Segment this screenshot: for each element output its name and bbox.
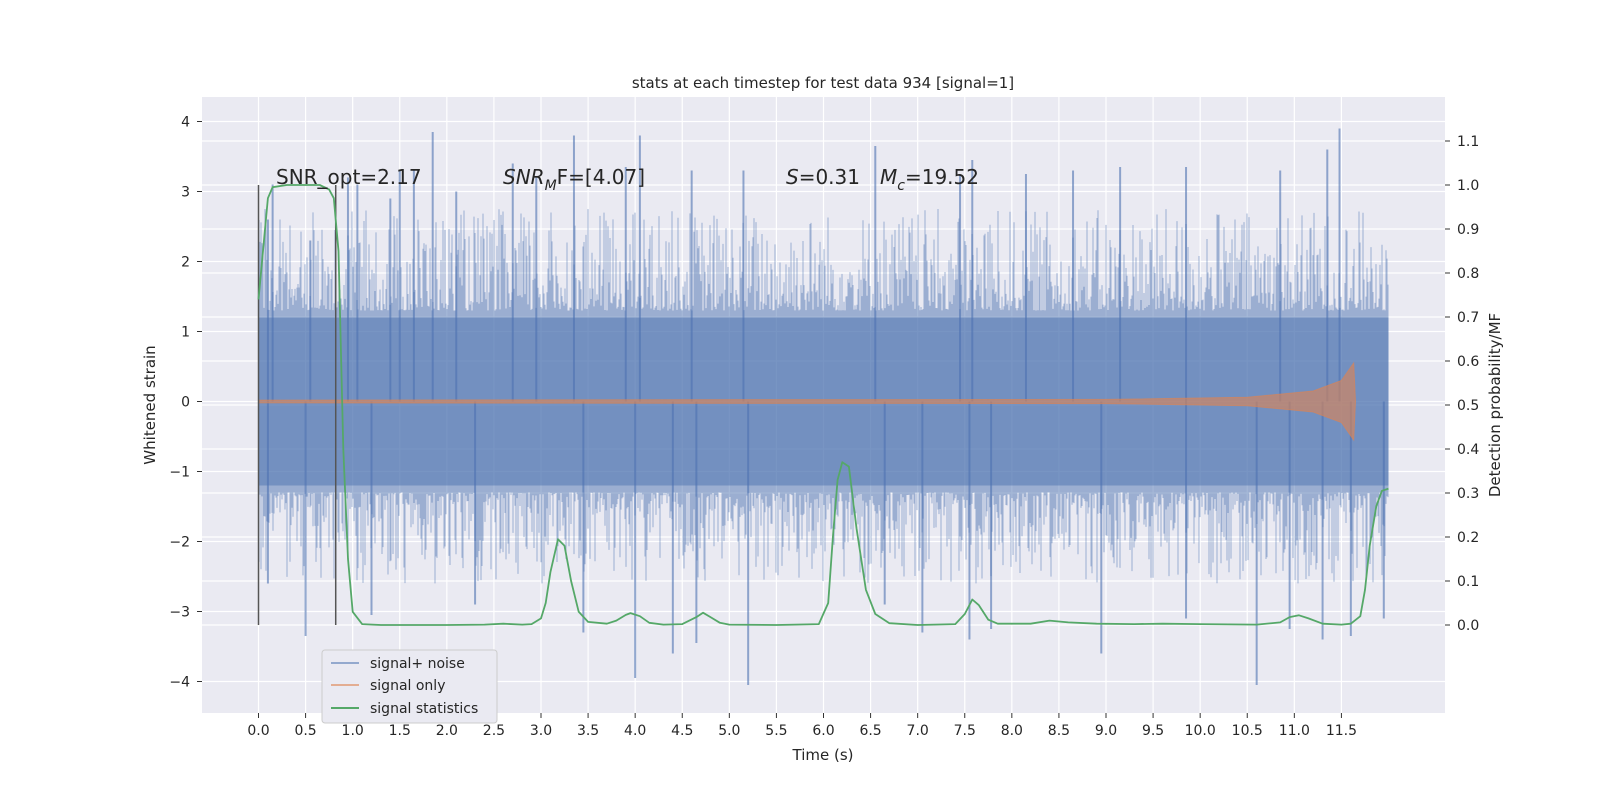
y-axis-right-label: Detection probability/MF [1486,313,1504,497]
x-tick-label: 7.5 [954,723,976,739]
annotation-snr-mf: SNRMF=[4.07] [503,165,645,194]
mc-subscript: c [897,178,905,194]
x-tick-label: 6.0 [812,723,834,739]
snr-mf-subscript: M [545,178,557,194]
legend-label-signal-noise: signal+ noise [370,656,465,672]
y-left-tick-label: −1 [169,465,190,481]
x-tick-label: 11.0 [1279,723,1310,739]
y-axis-left-label: Whitened strain [141,345,159,464]
y-right-tick-label: 0.3 [1457,486,1479,502]
legend-label-signal-only: signal only [370,678,445,694]
y-left-tick-label: 3 [181,185,190,201]
y-right-tick-label: 0.1 [1457,574,1479,590]
snr-mf-symbol: SNR [503,165,545,189]
x-tick-label: 5.0 [718,723,740,739]
legend-label-signal-statistics: signal statistics [370,701,478,717]
x-tick-label: 1.0 [342,723,364,739]
y-left-tick-label: −2 [169,535,190,551]
y-left-tick-label: 1 [181,325,190,341]
legend: signal+ noise signal only signal statist… [321,649,498,724]
y-left-tick-label: 0 [181,395,190,411]
annotation-snr-opt: SNR_opt=2.17 [276,165,422,189]
y-right-tick-label: 0.2 [1457,530,1479,546]
signal-statistics-series [257,184,1389,626]
x-tick-label: 11.5 [1326,723,1357,739]
x-tick-label: 4.0 [624,723,646,739]
x-tick-label: 2.5 [483,723,505,739]
axis-ticks: 0.0 0.5 1.0 1.5 2.0 2.5 3.0 3.5 4.0 4.5 5.0 5.5 6.0 6… [169,115,1479,740]
snr-mf-value: F=[4.07] [557,165,645,189]
y-right-tick-label: 0.6 [1457,354,1479,370]
x-tick-label: 9.0 [1095,723,1117,739]
x-tick-label: 9.5 [1142,723,1164,739]
x-tick-label: 6.5 [859,723,881,739]
x-tick-label: 8.5 [1048,723,1070,739]
signal-only-envelope [258,361,1357,442]
y-right-tick-label: 0.4 [1457,442,1479,458]
y-left-tick-label: 2 [181,255,190,271]
y-right-tick-label: 0.0 [1457,618,1479,634]
signal-statistics-line [257,184,1389,626]
y-right-tick-label: 1.0 [1457,178,1479,194]
annotation-mc: Mc=19.52 [880,165,979,194]
x-tick-label: 1.5 [389,723,411,739]
s-symbol: S [786,165,799,189]
mc-value: =19.52 [905,165,979,189]
x-tick-label: 3.0 [530,723,552,739]
x-tick-label: 0.5 [294,723,316,739]
vertical-markers [257,185,337,625]
y-right-tick-label: 0.9 [1457,222,1479,238]
x-tick-label: 0.0 [247,723,269,739]
x-tick-label: 3.5 [577,723,599,739]
x-axis-label: Time (s) [792,746,854,764]
x-tick-label: 8.0 [1001,723,1023,739]
x-tick-label: 4.5 [671,723,693,739]
x-tick-label: 10.0 [1185,723,1216,739]
x-tick-label: 7.0 [907,723,929,739]
y-right-tick-label: 0.8 [1457,266,1479,282]
y-left-tick-label: −4 [169,675,190,691]
mc-symbol: M [880,165,897,189]
x-tick-label: 2.0 [436,723,458,739]
y-left-tick-label: −3 [169,605,190,621]
y-left-tick-label: 4 [181,115,190,131]
x-tick-label: 5.5 [765,723,787,739]
legend-box [321,649,498,724]
y-right-tick-label: 0.5 [1457,398,1479,414]
s-value: =0.31 [799,165,860,189]
y-right-tick-label: 1.1 [1457,134,1479,150]
chart-title: stats at each timestep for test data 934… [632,74,1014,92]
annotation-s: S=0.31 [786,165,860,189]
signal-only-series [258,361,1357,442]
x-tick-label: 10.5 [1232,723,1263,739]
y-right-tick-label: 0.7 [1457,310,1479,326]
